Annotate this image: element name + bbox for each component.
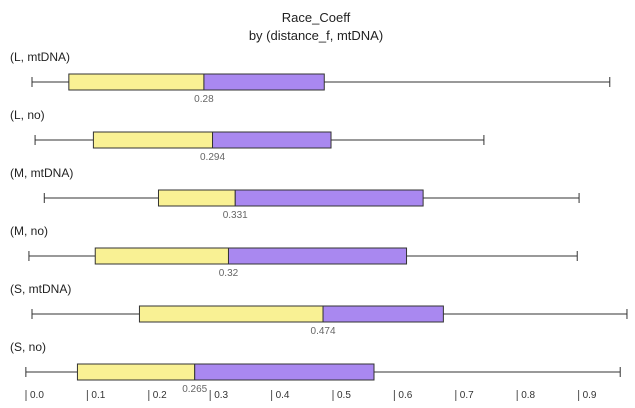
box-upper-quartile: [212, 131, 332, 149]
median-label: 0.294: [200, 152, 225, 163]
x-tick-label: 0.6: [398, 390, 412, 401]
x-tick-label: 0.0: [30, 390, 44, 401]
box-lower-quartile: [94, 247, 229, 265]
x-tick-label: 0.2: [153, 390, 167, 401]
box-upper-quartile: [203, 73, 325, 91]
median-label: 0.28: [194, 94, 214, 105]
box-group: (L, mtDNA) 0.28: [10, 50, 611, 105]
x-tick-label: 0.9: [583, 390, 597, 401]
median-label: 0.265: [182, 384, 207, 395]
box-group: (S, no) 0.265: [10, 340, 621, 395]
x-tick-label: 0.3: [214, 390, 228, 401]
group-label: (S, no): [10, 340, 46, 354]
box-lower-quartile: [76, 363, 196, 381]
x-tick-label: 0.4: [276, 390, 290, 401]
box-group: (M, no) 0.32: [10, 224, 578, 279]
median-label: 0.32: [219, 268, 239, 279]
box-upper-quartile: [194, 363, 375, 381]
box-lower-quartile: [68, 73, 205, 91]
group-label: (M, mtDNA): [10, 166, 73, 180]
median-label: 0.474: [311, 326, 336, 337]
group-label: (M, no): [10, 224, 48, 238]
box-group: (L, no) 0.294: [10, 108, 485, 163]
box-group: (S, mtDNA) 0.474: [10, 282, 628, 337]
x-tick-label: 0.1: [91, 390, 105, 401]
box-lower-quartile: [138, 305, 324, 323]
x-axis: 0.0 0.1 0.2 0.3 0.4 0.5 0.6 0.7 0.8 0.9: [25, 390, 597, 401]
box-groups: (L, mtDNA) 0.28 (L, no) 0.294 (M, mtDNA) 0.33…: [10, 50, 628, 395]
box-upper-quartile: [322, 305, 444, 323]
box-lower-quartile: [157, 189, 236, 207]
chart-title: Race_Coeff: [282, 10, 351, 25]
box-lower-quartile: [92, 131, 214, 149]
median-label: 0.331: [223, 210, 248, 221]
group-label: (L, mtDNA): [10, 50, 70, 64]
x-tick-label: 0.7: [460, 390, 474, 401]
box-upper-quartile: [234, 189, 424, 207]
box-upper-quartile: [227, 247, 408, 265]
x-tick-label: 0.8: [521, 390, 535, 401]
x-tick-label: 0.5: [337, 390, 351, 401]
group-label: (L, no): [10, 108, 45, 122]
group-label: (S, mtDNA): [10, 282, 71, 296]
box-group: (M, mtDNA) 0.331: [10, 166, 580, 221]
chart-subtitle: by (distance_f, mtDNA): [249, 28, 383, 43]
